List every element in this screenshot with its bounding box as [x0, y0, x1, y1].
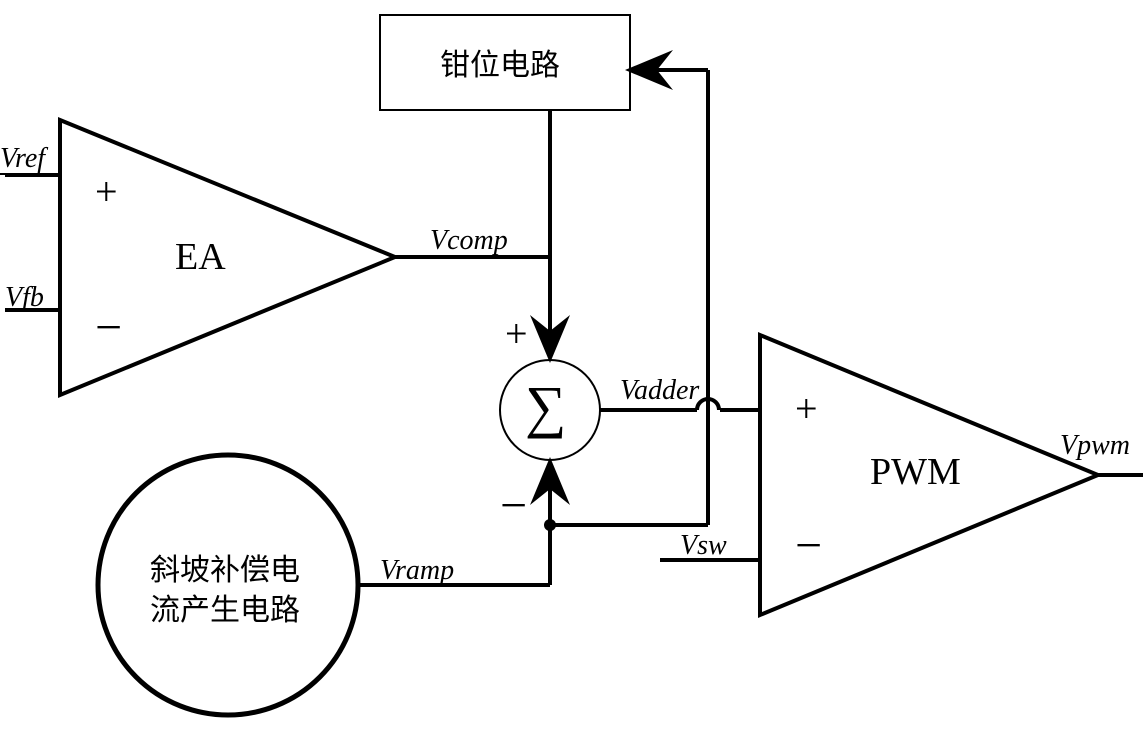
pwm-minus-sign: − [795, 518, 822, 573]
ea-plus-sign: + [95, 168, 118, 215]
sigma-symbol: ∑ [525, 373, 566, 440]
vpwm-label: Vpwm [1060, 430, 1130, 462]
ramp-block-label-1: 斜坡补偿电 [150, 545, 300, 589]
adder-minus-sign: − [500, 478, 527, 533]
pwm-plus-sign: + [795, 385, 818, 432]
vsw-label: Vsw [680, 530, 727, 562]
pwm-block-label: PWM [870, 450, 961, 494]
vcomp-label: Vcomp [430, 225, 508, 257]
vramp-label: Vramp [380, 555, 454, 587]
adder-plus-sign: + [505, 310, 528, 357]
ea-minus-sign: − [95, 300, 122, 355]
ea-block-label: EA [175, 235, 226, 279]
ramp-block-label-2: 流产生电路 [150, 585, 300, 629]
clamp-block-label: 钳位电路 [440, 40, 560, 84]
vref-label: Vref [0, 145, 45, 175]
vadder-label: Vadder [620, 375, 699, 407]
vfb-label: Vfb [5, 282, 44, 314]
